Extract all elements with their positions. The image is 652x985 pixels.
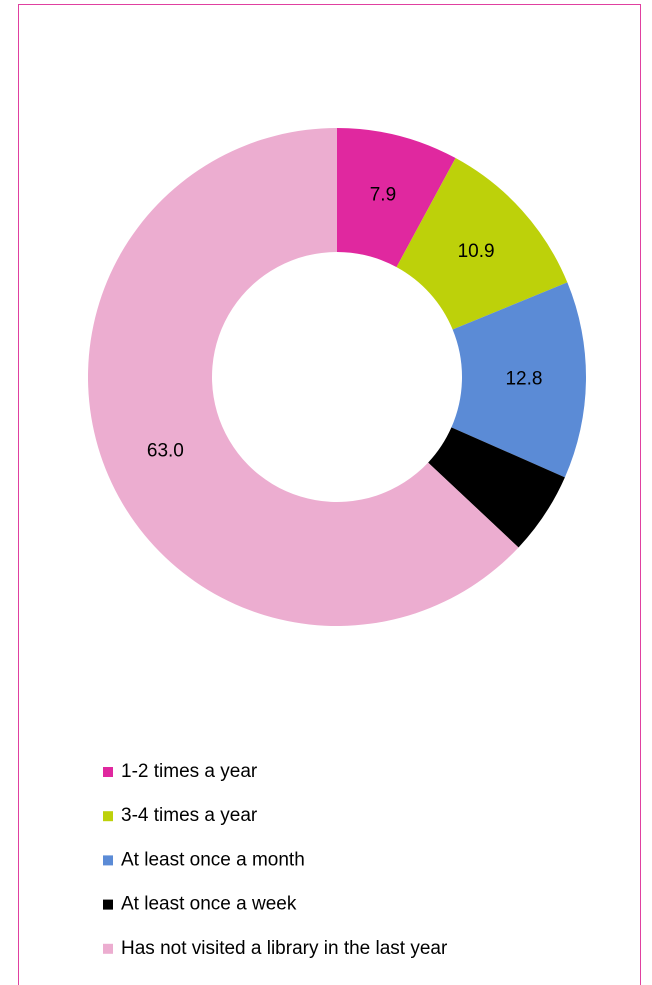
data-label: 12.8 <box>505 368 542 389</box>
legend-swatch <box>103 899 113 910</box>
legend-swatch <box>103 855 113 866</box>
legend-swatch <box>103 943 113 954</box>
donut-segment <box>451 282 586 478</box>
legend-label: 1-2 times a year <box>121 761 258 782</box>
legend-label: At least once a month <box>121 849 305 870</box>
data-label: 7.9 <box>370 185 396 206</box>
legend-label: Has not visited a library in the last ye… <box>121 938 448 959</box>
donut-segment <box>396 158 568 330</box>
data-label: 10.9 <box>458 241 495 262</box>
legend-swatch <box>103 811 113 822</box>
donut-segment <box>428 427 565 548</box>
data-label: 63.0 <box>147 440 184 461</box>
legend-label: At least once a week <box>121 894 297 915</box>
donut-segment <box>337 128 456 268</box>
donut-segment <box>87 128 519 626</box>
legend-label: 3-4 times a year <box>121 805 258 826</box>
legend-swatch <box>103 767 113 777</box>
